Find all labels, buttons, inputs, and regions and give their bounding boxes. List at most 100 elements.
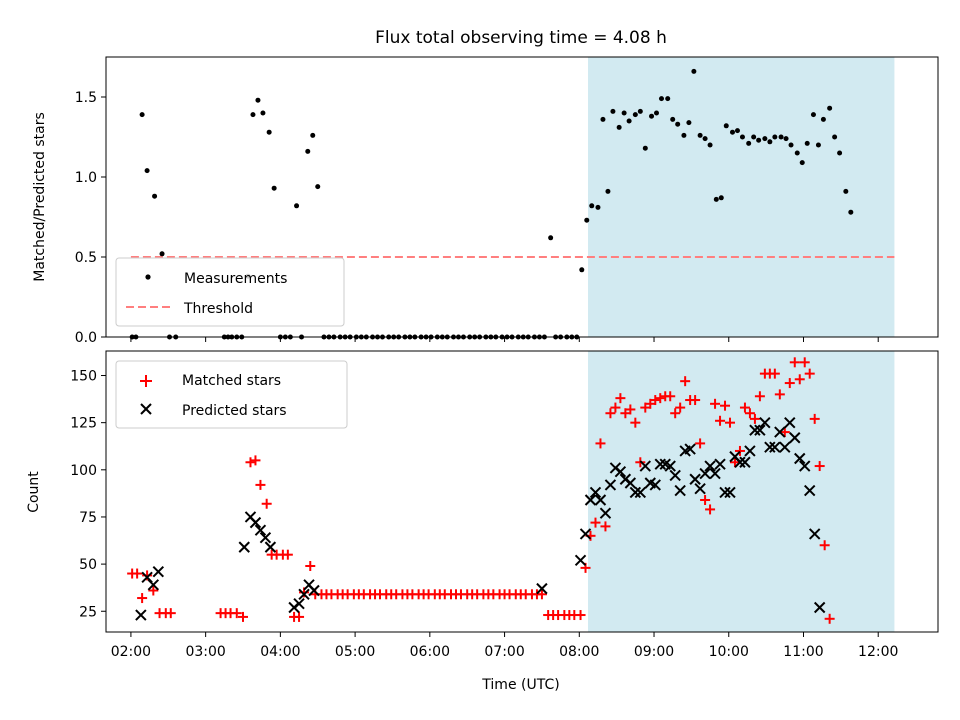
measurement-point xyxy=(675,121,681,127)
measurement-point xyxy=(266,129,272,135)
matched-star-point xyxy=(804,368,815,379)
predicted-star-point xyxy=(599,507,612,519)
matched-star-point xyxy=(710,398,721,409)
matched-star-point xyxy=(132,568,143,579)
measurement-point xyxy=(605,188,611,194)
measurement-point xyxy=(139,112,145,118)
measurement-point xyxy=(310,132,316,138)
predicted-star-point xyxy=(152,565,165,578)
measurement-point xyxy=(654,110,660,116)
matched-star-point xyxy=(245,457,256,468)
predicted-star-point xyxy=(724,486,736,499)
x-tick-label: 05:00 xyxy=(335,644,375,660)
legend-matched-label: Matched stars xyxy=(182,373,281,389)
predicted-star-point xyxy=(293,598,305,610)
predicted-star-point xyxy=(804,484,816,497)
predicted-star-point xyxy=(684,443,696,455)
matched-star-point xyxy=(819,540,830,551)
measurement-point xyxy=(794,150,800,156)
measurement-point xyxy=(670,116,676,122)
measurement-point xyxy=(250,112,256,118)
predicted-star-point xyxy=(789,432,801,444)
predicted-star-point xyxy=(704,460,716,472)
measurement-point xyxy=(649,113,655,119)
predicted-star-point xyxy=(624,477,637,489)
measurement-point xyxy=(642,145,648,151)
measurement-point xyxy=(707,142,713,148)
measurement-point xyxy=(579,267,585,273)
measurement-point xyxy=(751,134,757,140)
y-tick-label: 100 xyxy=(70,463,97,479)
predicted-star-point xyxy=(579,528,592,540)
matched-star-point xyxy=(794,374,805,385)
predicted-star-point xyxy=(694,482,706,495)
measurement-point xyxy=(260,110,266,116)
matched-star-point xyxy=(779,427,790,438)
predicted-star-point xyxy=(749,424,761,436)
measurement-point xyxy=(595,204,601,210)
matched-star-point xyxy=(142,570,153,581)
matched-star-point xyxy=(739,402,750,413)
measurement-point xyxy=(702,136,708,142)
measurement-point xyxy=(686,120,692,126)
matched-star-point xyxy=(625,404,636,415)
measurement-point xyxy=(255,97,261,103)
matched-star-point xyxy=(769,368,780,379)
x-axis-label: Time (UTC) xyxy=(481,677,559,693)
y-tick-label: 0.0 xyxy=(75,330,97,346)
matched-star-point xyxy=(784,378,795,389)
predicted-star-point xyxy=(254,524,267,536)
matched-star-point xyxy=(137,593,148,604)
y-tick-label: 1.5 xyxy=(75,90,97,106)
predicted-star-point xyxy=(135,609,147,621)
predicted-star-point xyxy=(739,456,751,468)
matched-star-point xyxy=(165,608,176,619)
x-tick-label: 11:00 xyxy=(783,644,823,660)
predicted-star-point xyxy=(614,465,627,478)
predicted-star-point xyxy=(147,579,160,591)
matched-star-point xyxy=(261,498,272,509)
legend-measurements-label: Measurements xyxy=(184,271,287,287)
predicted-star-point xyxy=(799,460,811,472)
matched-star-point xyxy=(250,455,261,466)
matched-star-point xyxy=(600,521,611,532)
measurement-point xyxy=(621,110,627,116)
matched-star-point xyxy=(690,395,701,406)
measurement-point xyxy=(305,148,311,154)
measurement-point xyxy=(783,136,789,142)
predicted-star-point xyxy=(298,588,310,600)
predicted-star-point xyxy=(669,469,681,482)
predicted-star-point xyxy=(594,494,607,506)
measurement-point xyxy=(772,134,778,140)
predicted-star-point xyxy=(639,460,652,472)
measurement-point xyxy=(713,196,719,202)
y-tick-label: 50 xyxy=(79,557,97,573)
x-tick-label: 04:00 xyxy=(260,644,300,660)
predicted-star-point xyxy=(674,484,686,497)
measurement-point xyxy=(767,139,773,145)
predicted-star-point xyxy=(734,456,746,468)
predicted-star-point xyxy=(689,473,701,485)
predicted-star-point xyxy=(584,494,597,506)
predicted-star-point xyxy=(784,416,796,429)
measurement-point xyxy=(658,96,664,102)
measurement-point xyxy=(718,195,724,201)
predicted-star-point xyxy=(634,486,647,499)
matched-star-point xyxy=(715,415,726,426)
legend-predicted-marker xyxy=(140,403,152,415)
measurement-point xyxy=(778,134,784,140)
x-tick-label: 09:00 xyxy=(634,644,674,660)
chart-title: Flux total observing time = 4.08 h xyxy=(375,28,667,48)
predicted-star-point xyxy=(536,582,548,595)
matched-star-point xyxy=(238,611,249,622)
measurement-point xyxy=(723,123,729,129)
measurement-point xyxy=(746,140,752,146)
measurement-point xyxy=(271,185,277,191)
bottom-y-axis-label: Count xyxy=(26,471,42,513)
matched-star-point xyxy=(282,549,293,560)
predicted-star-point xyxy=(589,486,602,499)
measurement-point xyxy=(294,203,300,209)
matched-star-point xyxy=(255,479,266,490)
measurement-point xyxy=(799,160,805,166)
measurement-point xyxy=(616,124,622,130)
